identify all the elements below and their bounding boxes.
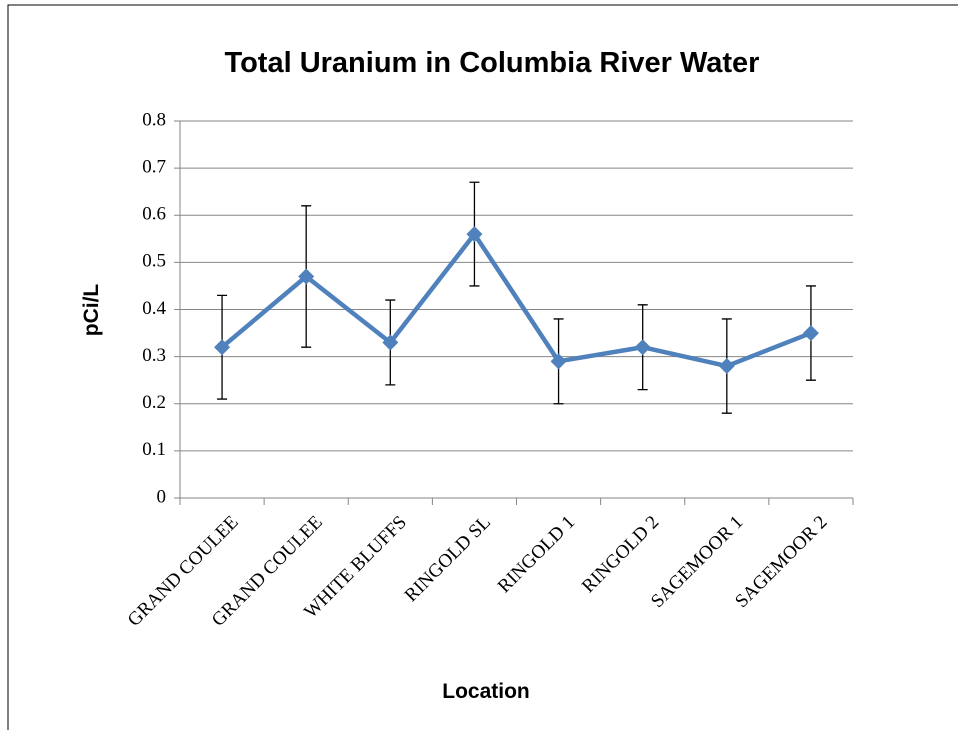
y-tick-label: 0.4	[142, 298, 166, 319]
series-line	[220, 231, 812, 369]
marker	[466, 226, 483, 243]
y-tick-label: 0.5	[142, 251, 166, 272]
y-tick-label: 0.1	[142, 439, 166, 460]
x-tick-label: RINGOLD 1	[494, 512, 579, 597]
x-tick-label: RINGOLD 2	[578, 512, 663, 597]
y-tick-label: 0.2	[142, 392, 166, 413]
marker	[634, 339, 651, 356]
y-tick-label: 0	[157, 486, 167, 507]
y-tick-label: 0.3	[142, 345, 166, 366]
y-tick-label: 0.8	[142, 109, 166, 130]
marker	[298, 268, 315, 285]
y-tick-label: 0.6	[142, 204, 166, 225]
marker	[802, 325, 819, 342]
chart-title: Total Uranium in Columbia River Water	[225, 47, 760, 79]
marker	[718, 358, 735, 375]
x-axis-title: Location	[442, 680, 530, 703]
marker	[382, 334, 399, 351]
marker	[550, 353, 567, 370]
marker	[214, 339, 231, 356]
y-tick-label: 0.7	[142, 156, 166, 177]
y-axis-title: pCi/L	[80, 284, 103, 337]
frame	[7, 4, 958, 730]
x-tick-label: RINGOLD SL	[401, 512, 495, 606]
